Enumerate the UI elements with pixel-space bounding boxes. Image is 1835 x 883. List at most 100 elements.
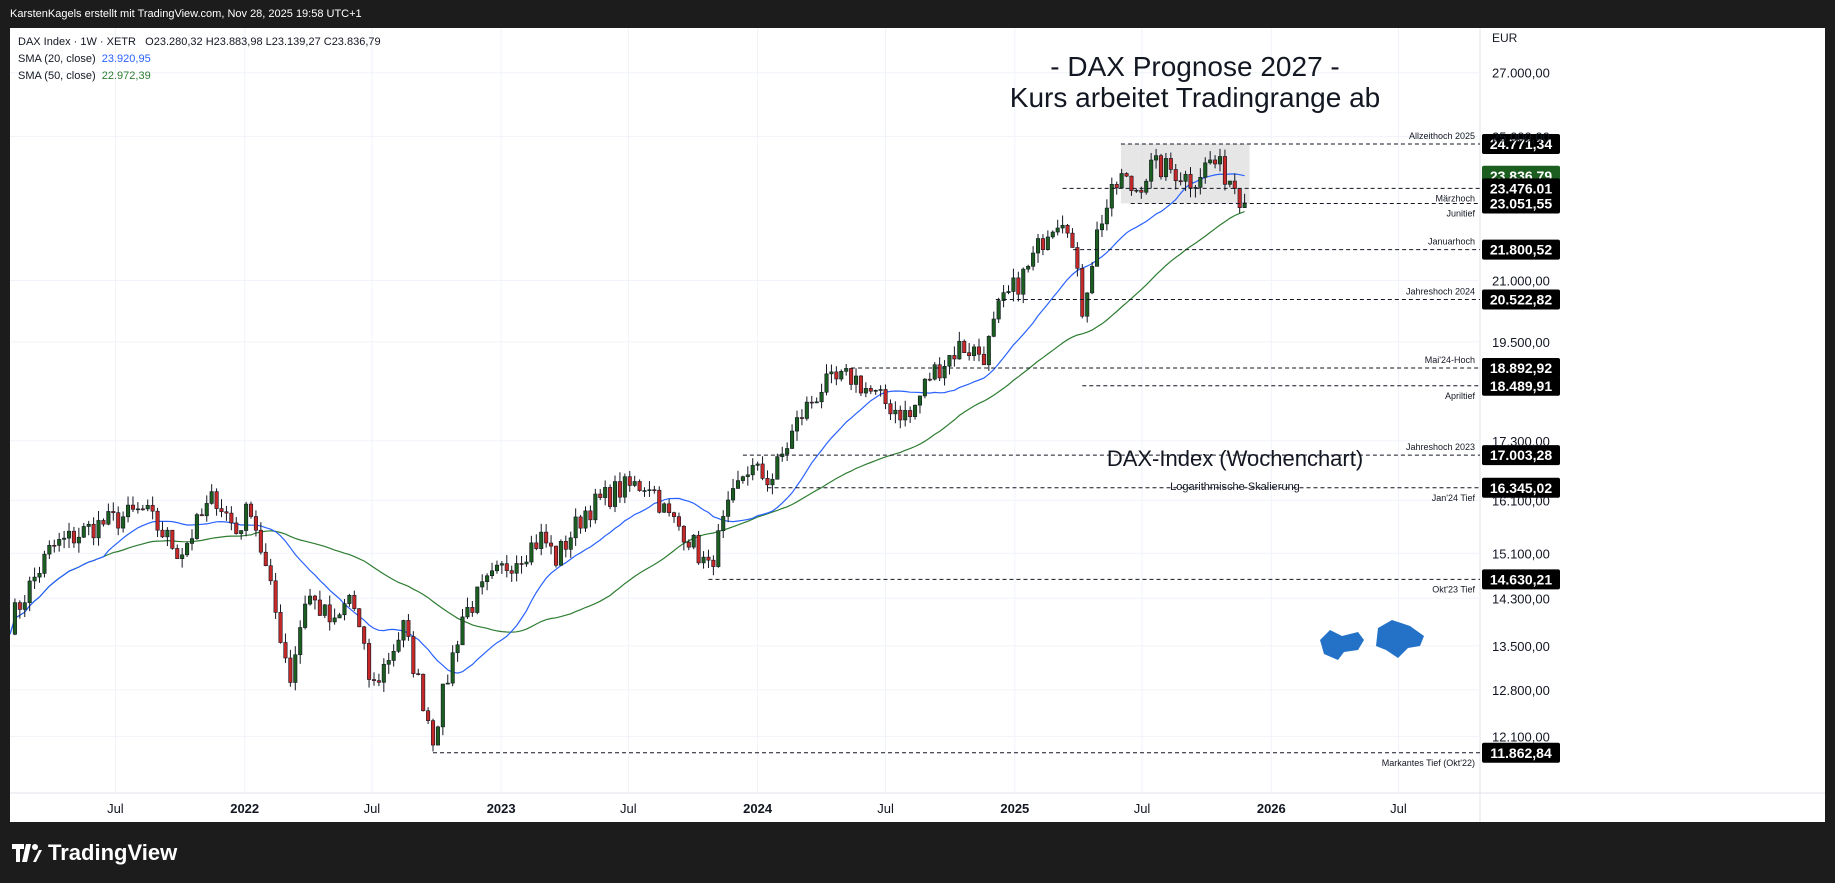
candle-body [239, 530, 244, 534]
level-badge [1482, 133, 1560, 154]
chart-frame[interactable]: Allzeithoch 2025 24.771,34 23.836,79 Märzho… [10, 28, 1825, 822]
legend-sma20-value: 23.920,95 [101, 53, 151, 65]
candle-body [52, 544, 57, 547]
candle-body [662, 503, 667, 513]
level-value: 18.489,91 [1490, 378, 1552, 394]
legend-symbol: DAX Index · 1W · XETR [18, 36, 136, 48]
candle-body [568, 537, 573, 550]
candle-body [490, 570, 495, 577]
x-tick-label: 2025 [1000, 801, 1029, 816]
candle-body [62, 537, 67, 540]
candle-body [972, 346, 977, 357]
candle-body [937, 364, 942, 379]
candle-body [288, 657, 293, 683]
candle-body [273, 580, 278, 613]
candle-body [1217, 156, 1223, 165]
level-note: Okt'23 Tief [1432, 584, 1475, 594]
candle-body [731, 488, 736, 501]
candle-body [485, 575, 490, 583]
legend-sma50-row: SMA (50, close) 22.972,39 [18, 68, 381, 85]
candle-body [588, 510, 593, 521]
tradingview-logo[interactable]: TradingView [12, 840, 177, 866]
level-value: 16.345,02 [1490, 480, 1552, 496]
candle-body [519, 563, 524, 565]
chart-subtitle: Kurs arbeitet Tradingrange ab [1010, 82, 1380, 113]
candle-body [1065, 224, 1070, 234]
candle-body [189, 538, 195, 544]
candle-body [470, 607, 475, 613]
y-tick-label: 25.000,00 [1492, 129, 1550, 144]
price-axis: 27.000,00 25.000,00 21.000,00 19.500,00 17.3… [1492, 31, 1550, 744]
candle-body [696, 534, 701, 564]
candle-body [1227, 180, 1232, 185]
candle-body [839, 371, 844, 380]
candle-body [430, 720, 436, 746]
y-tick-label: 13.500,00 [1492, 639, 1550, 654]
candle-body [1168, 158, 1173, 170]
candle-body [750, 465, 755, 476]
y-tick-label: 27.000,00 [1492, 66, 1550, 81]
price-chart[interactable]: Allzeithoch 2025 24.771,3423.836,79Märzho… [10, 28, 1825, 822]
candle-body [608, 487, 613, 507]
candle-body [524, 561, 529, 565]
candle-body [440, 683, 445, 728]
candle-body [529, 542, 534, 563]
candle-body [622, 476, 627, 498]
candle-body [381, 663, 386, 683]
candle-body [745, 474, 750, 477]
candle-body [829, 371, 834, 375]
candle-body [883, 389, 888, 405]
legend-sma20-row: SMA (20, close) 23.920,95 [18, 51, 381, 68]
candle-body [976, 346, 982, 355]
candle-body [416, 673, 421, 675]
candle-body [185, 543, 190, 556]
candle-body [637, 481, 642, 491]
x-tick-label: Jul [1390, 801, 1407, 816]
chart-legend: DAX Index · 1W · XETR O23.280,32 H23.883… [18, 34, 381, 85]
level-note: Allzeithoch 2025 [1409, 131, 1475, 141]
attribution-bar: KarstenKagels erstellt mit TradingView.c… [0, 0, 1835, 28]
candle-body [499, 563, 504, 566]
candle-body [632, 481, 637, 486]
candle-body [1099, 223, 1104, 231]
candle-body [170, 529, 175, 549]
candle-body [612, 481, 618, 507]
grid-lines [10, 28, 1825, 822]
candle-body [1045, 236, 1050, 250]
level-note: Mai'24-Hoch [1425, 355, 1475, 365]
candle-body [962, 340, 967, 353]
candle-body [150, 505, 155, 512]
sma-20-path [10, 173, 1245, 674]
level-badge [1482, 178, 1560, 199]
candle-body [1031, 252, 1036, 267]
candle-body [809, 401, 814, 404]
candle-body [1144, 180, 1149, 193]
candle-body [283, 642, 288, 659]
level-badge [1482, 569, 1560, 590]
candle-body [1050, 231, 1055, 238]
candle-body [1035, 238, 1041, 254]
candle-body [711, 559, 716, 567]
candle-body [455, 644, 460, 654]
candle-body [17, 602, 22, 610]
level-value: 17.003,28 [1490, 447, 1552, 463]
candle-body [401, 620, 406, 641]
candle-body [947, 355, 952, 367]
candle-body [642, 490, 647, 492]
candle-body [1232, 180, 1237, 189]
candle-body [952, 355, 957, 360]
level-note: Jahreshoch 2023 [1406, 442, 1475, 452]
candle-body [553, 545, 559, 566]
candle-body [1134, 189, 1139, 192]
y-tick-label: 16.100,00 [1492, 493, 1550, 508]
level-badge [1482, 357, 1560, 378]
candle-body [1154, 155, 1159, 161]
candle-body [593, 493, 598, 521]
candle-body [244, 503, 249, 531]
candle-body [1173, 169, 1178, 182]
candle-body [155, 510, 160, 531]
candle-body [1085, 292, 1090, 317]
level-note: Junitief [1446, 208, 1475, 218]
candle-body [1109, 184, 1114, 209]
legend-symbol-row: DAX Index · 1W · XETR O23.280,32 H23.883… [18, 34, 381, 51]
